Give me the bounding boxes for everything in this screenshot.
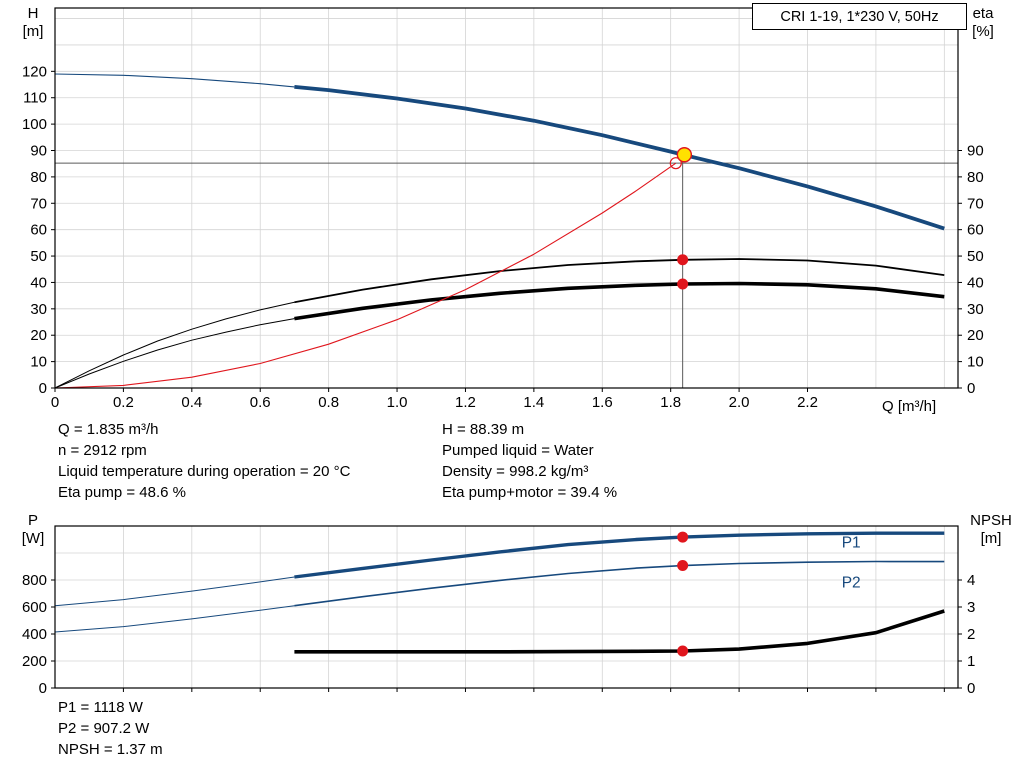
curve-p2 bbox=[294, 560, 945, 607]
y-right-tick-label: 2 bbox=[967, 626, 975, 643]
duty-info-left-column: Q = 1.835 m³/h n = 2912 rpm Liquid tempe… bbox=[58, 419, 350, 503]
x-tick-label: 0.6 bbox=[250, 394, 271, 411]
y-left-tick-label: 70 bbox=[30, 195, 47, 212]
y-left-tick-label: 120 bbox=[22, 63, 47, 80]
y-left-tick-label: 0 bbox=[39, 380, 47, 397]
curve-hq-lead-in bbox=[54, 73, 295, 88]
npsh-axis-unit: [m] bbox=[980, 530, 1002, 547]
q-axis-unit: Q [m³/h] bbox=[882, 398, 937, 415]
duty-info-right-column: H = 88.39 m Pumped liquid = Water Densit… bbox=[442, 419, 617, 503]
curve-hq bbox=[294, 85, 945, 231]
y-right-tick-label: 60 bbox=[967, 222, 984, 239]
y-left-tick-label: 110 bbox=[23, 90, 47, 107]
y-right-tick-label: 0 bbox=[967, 680, 975, 695]
y-left-tick-label: 90 bbox=[30, 143, 47, 160]
info-npsh: NPSH = 1.37 m bbox=[58, 741, 163, 758]
h-axis-title: H [m] bbox=[14, 5, 52, 41]
curve-eta-pump-motor bbox=[294, 281, 945, 321]
curve-eta-pump-lead-in bbox=[54, 301, 295, 389]
curve-eta-pump-motor-lead-in bbox=[54, 318, 295, 389]
y-right-tick-label: 30 bbox=[967, 301, 984, 318]
y-right-tick-label: 70 bbox=[967, 195, 984, 212]
y-right-tick-label: 20 bbox=[967, 327, 984, 344]
info-flow: Q = 1.835 m³/h bbox=[58, 421, 159, 438]
eta-axis-unit: [%] bbox=[972, 23, 994, 40]
y-left-tick-label: 40 bbox=[30, 274, 47, 291]
npsh-axis-title: NPSH [m] bbox=[962, 512, 1020, 548]
y-left-tick-label: 20 bbox=[30, 327, 47, 344]
y-left-tick-label: 600 bbox=[22, 599, 47, 616]
info-liquid-temperature: Liquid temperature during operation = 20… bbox=[58, 463, 351, 480]
x-tick-label: 0.8 bbox=[318, 394, 339, 411]
npsh-axis-symbol: NPSH bbox=[970, 512, 1012, 529]
x-tick-label: 2.0 bbox=[729, 394, 750, 411]
p1-point bbox=[677, 531, 689, 543]
curve-eta-pump bbox=[294, 258, 945, 304]
y-left-tick-label: 30 bbox=[30, 301, 47, 318]
x-tick-label: 0.4 bbox=[181, 394, 202, 411]
curve-label-p2: P2 bbox=[842, 574, 861, 591]
y-right-tick-label: 3 bbox=[967, 599, 975, 616]
info-pumped-liquid: Pumped liquid = Water bbox=[442, 442, 594, 459]
y-left-tick-label: 80 bbox=[30, 169, 47, 186]
y-left-tick-label: 200 bbox=[22, 653, 47, 670]
hq-eta-chart: 0 0.2 0.4 0.6 0.8 1.0 1.2 1.4 1.6 1.8 2.0 2.2 0 10 20 3… bbox=[22, 7, 984, 411]
y-left-tick-label: 10 bbox=[30, 354, 47, 371]
curve-p1-lead-in bbox=[54, 576, 295, 607]
y-left-tick-label: 60 bbox=[30, 222, 47, 239]
y-right-tick-label: 4 bbox=[967, 572, 975, 589]
info-eta-pump: Eta pump = 48.6 % bbox=[58, 484, 186, 501]
eta-pump-motor-point bbox=[677, 278, 689, 290]
info-density: Density = 998.2 kg/m³ bbox=[442, 463, 589, 480]
eta-axis-title: eta [%] bbox=[960, 5, 1006, 41]
npsh-point bbox=[677, 645, 689, 657]
y-right-tick-label: 40 bbox=[967, 274, 984, 291]
x-tick-label: 0.2 bbox=[113, 394, 134, 411]
y-left-tick-label: 100 bbox=[22, 116, 47, 133]
y-right-tick-label: 10 bbox=[967, 354, 984, 371]
y-right-tick-label: 90 bbox=[967, 143, 984, 160]
y-right-tick-label: 1 bbox=[967, 653, 975, 670]
y-left-tick-label: 0 bbox=[39, 680, 47, 695]
power-info-column: P1 = 1118 W P2 = 907.2 W NPSH = 1.37 m bbox=[58, 697, 163, 760]
x-tick-label: 1.6 bbox=[592, 394, 613, 411]
h-axis-symbol: H bbox=[27, 5, 39, 22]
x-tick-label: 2.2 bbox=[797, 394, 818, 411]
curve-p1 bbox=[294, 531, 945, 579]
curve-npsh bbox=[294, 609, 945, 654]
pump-title-box: CRI 1-19, 1*230 V, 50Hz bbox=[752, 3, 967, 30]
y-right-tick-label: 0 bbox=[967, 380, 975, 397]
y-right-tick-label: 80 bbox=[967, 169, 984, 186]
x-tick-label: 0 bbox=[51, 394, 59, 411]
qh-open-point bbox=[669, 157, 682, 170]
x-tick-label: 1.4 bbox=[523, 394, 544, 411]
info-eta-pump-motor: Eta pump+motor = 39.4 % bbox=[442, 484, 618, 501]
y-left-tick-label: 50 bbox=[30, 248, 47, 265]
eta-pump-point bbox=[677, 254, 689, 266]
duty-point bbox=[676, 147, 693, 163]
info-p1: P1 = 1118 W bbox=[58, 699, 143, 716]
x-tick-label: 1.8 bbox=[660, 394, 681, 411]
p-axis-title: P [W] bbox=[14, 512, 52, 548]
p2-point bbox=[677, 560, 689, 572]
p-axis-unit: [W] bbox=[21, 530, 45, 547]
p-axis-symbol: P bbox=[27, 512, 38, 529]
h-axis-unit: [m] bbox=[22, 23, 44, 40]
info-speed: n = 2912 rpm bbox=[58, 442, 147, 459]
x-tick-label: 1.0 bbox=[387, 394, 408, 411]
y-left-tick-label: 400 bbox=[22, 626, 47, 643]
y-left-tick-label: 800 bbox=[22, 572, 47, 589]
power-npsh-chart: 0 200 400 600 800 0 1 2 3 4 P1 P2 bbox=[22, 525, 975, 695]
x-tick-label: 1.2 bbox=[455, 394, 476, 411]
curve-p2-lead-in bbox=[54, 605, 295, 633]
y-right-tick-label: 50 bbox=[967, 248, 984, 265]
eta-axis-symbol: eta bbox=[972, 5, 994, 22]
info-head: H = 88.39 m bbox=[442, 421, 525, 438]
info-p2: P2 = 907.2 W bbox=[58, 720, 150, 737]
curve-system-curve bbox=[54, 162, 677, 389]
plot-frame bbox=[54, 7, 959, 389]
curve-label-p1: P1 bbox=[842, 535, 861, 552]
